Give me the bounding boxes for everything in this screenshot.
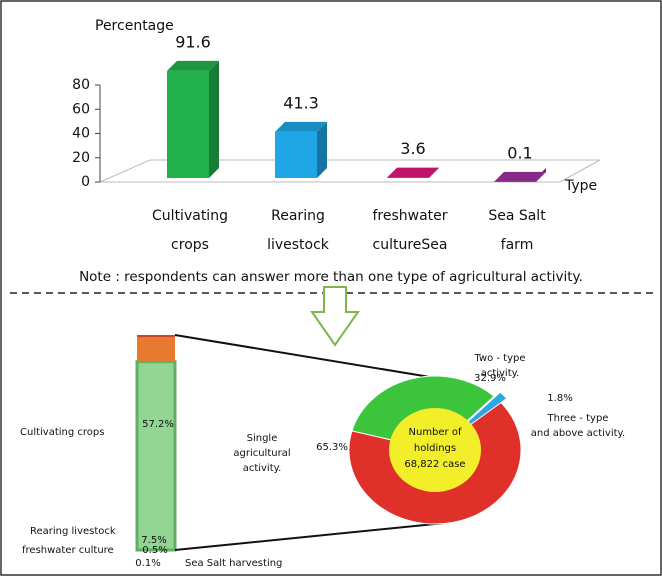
- stack-segment: [135, 360, 177, 552]
- y-tick-label: 0: [81, 174, 90, 190]
- bar: [167, 70, 209, 178]
- x-tick-label: freshwater: [372, 208, 447, 224]
- pie-category: activity.: [243, 463, 282, 474]
- bar-top: [167, 60, 219, 71]
- stack-segment: [137, 336, 175, 362]
- y-axis-title: Percentage: [95, 18, 174, 34]
- connector: [174, 522, 446, 551]
- center-label: 68,822 case: [404, 459, 465, 470]
- x-tick-label: crops: [171, 237, 209, 253]
- connector: [174, 334, 431, 378]
- bar-top: [387, 167, 439, 178]
- x-tick-label: Cultivating: [152, 208, 228, 224]
- arrow: [310, 286, 360, 347]
- pie-category: agricultural: [233, 448, 290, 459]
- x-axis-title: Type: [564, 178, 597, 194]
- pie-category: and above activity.: [531, 428, 625, 439]
- pie-value-label: 32.9%: [474, 373, 506, 384]
- segment-category: Cultivating crops: [20, 427, 104, 438]
- pie-value-label: 1.8%: [547, 393, 572, 404]
- x-tick-label: Rearing: [271, 208, 325, 224]
- stack-segment: [137, 335, 175, 337]
- value-label: 91.6: [175, 32, 211, 51]
- bar: [275, 131, 317, 178]
- pie-category: activity.: [481, 368, 520, 379]
- x-tick-label: farm: [501, 237, 534, 253]
- segment-category: freshwater culture: [22, 545, 114, 556]
- pie-category: Single: [247, 433, 278, 444]
- bar-side: [209, 60, 219, 179]
- floor: [99, 159, 601, 183]
- bar-side: [317, 121, 327, 178]
- note: Note : respondents can answer more than …: [79, 269, 583, 285]
- bar-top: [275, 121, 327, 132]
- x-tick-label: livestock: [267, 237, 330, 253]
- y-tick-label: 20: [72, 150, 90, 166]
- segment-category: Sea Salt harvesting: [185, 558, 282, 569]
- segment-label: 0.5%: [142, 545, 167, 556]
- bar-top: [494, 171, 546, 182]
- segment-label: 7.5%: [141, 535, 166, 546]
- pie-value-label: 65.3%: [316, 442, 348, 453]
- segment-label: 57.2%: [142, 419, 174, 430]
- center-label: Number of: [409, 427, 462, 438]
- x-tick-label: Sea Salt: [488, 208, 546, 224]
- segment-category: Rearing livestock: [30, 526, 116, 537]
- x-tick-label: cultureSea: [373, 237, 448, 253]
- bar-side: [429, 167, 439, 178]
- pie-category: Two - type: [473, 353, 525, 364]
- value-label: 41.3: [283, 93, 319, 112]
- value-label: 3.6: [400, 139, 425, 158]
- pie-category: Three - type: [547, 413, 609, 424]
- donut-hole: [389, 408, 481, 492]
- segment-label: 0.1%: [135, 558, 160, 569]
- value-label: 0.1: [507, 143, 532, 162]
- center-label: holdings: [414, 443, 456, 454]
- y-tick-label: 60: [72, 101, 90, 117]
- y-tick-label: 80: [72, 77, 90, 93]
- y-tick-label: 40: [72, 126, 90, 142]
